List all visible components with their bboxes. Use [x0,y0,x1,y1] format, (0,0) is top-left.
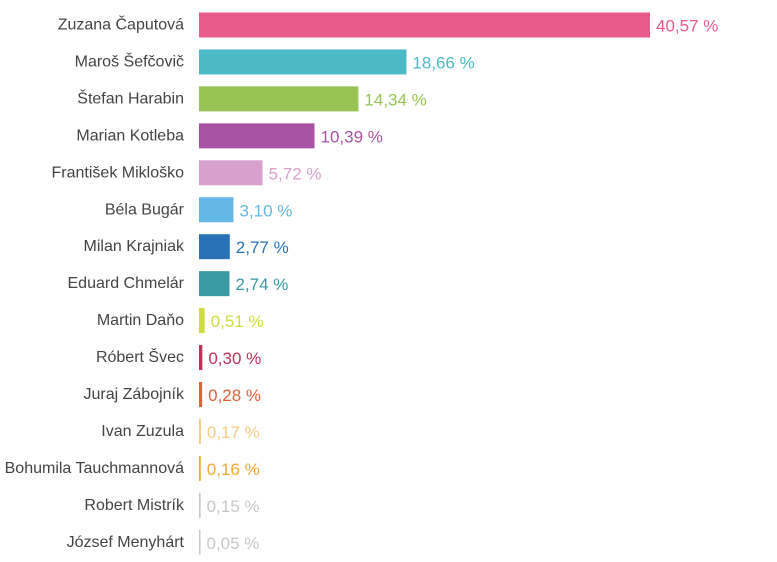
value-label-bela-bugar: 3,10 % [239,201,292,220]
value-label-martin-dano: 0,51 % [211,312,264,331]
value-label-marian-kotleba: 10,39 % [321,127,383,146]
bar-frantisek-miklosko [199,160,263,186]
bar-marian-kotleba [199,123,315,149]
bar-bela-bugar [199,197,234,223]
value-label-bohumila-tauchmannova: 0,16 % [207,460,260,479]
value-label-zuzana-caputova: 40,57 % [656,17,718,36]
category-labels: Zuzana Čaputová Maroš Šefčovič Štefan Hara… [5,15,185,551]
category-label-bela-bugar: Béla Bugár [105,201,185,218]
category-label-frantisek-miklosko: František Mikloško [52,164,185,181]
category-label-martin-dano: Martin Daňo [97,312,184,329]
category-label-juraj-zabojnik: Juraj Zábojník [84,386,185,403]
category-label-jozsef-menyhart: József Menyhárt [67,534,185,551]
value-label-robert-svec: 0,30 % [208,349,261,368]
value-label-juraj-zabojnik: 0,28 % [208,386,261,405]
bar-robert-mistrik [199,492,201,518]
bars [199,12,650,555]
bar-robert-svec [199,345,203,371]
category-label-maros-sefcovic: Maroš Šefčovič [75,51,184,70]
category-label-marian-kotleba: Marian Kotleba [76,127,184,144]
value-label-jozsef-menyhart: 0,05 % [207,534,260,553]
bar-maros-sefcovic [199,49,407,75]
value-label-frantisek-miklosko: 5,72 % [269,164,322,183]
bar-martin-dano [199,308,205,334]
bar-milan-krajniak [199,234,230,260]
bar-zuzana-caputova [199,12,650,38]
value-label-milan-krajniak: 2,77 % [236,238,289,257]
category-label-ivan-zuzula: Ivan Zuzula [101,423,184,440]
bar-eduard-chmelar [199,271,230,297]
category-label-stefan-harabin: Štefan Harabin [77,88,184,107]
category-label-zuzana-caputova: Zuzana Čaputová [58,15,184,34]
category-label-robert-mistrik: Robert Mistrík [84,497,185,514]
bar-jozsef-menyhart [199,529,201,555]
category-label-bohumila-tauchmannova: Bohumila Tauchmannová [5,460,184,477]
value-labels: 40,57 % 18,66 % 14,34 % 10,39 % 5,72 % 3,10 %… [207,17,719,553]
category-label-milan-krajniak: Milan Krajniak [84,238,185,255]
value-label-stefan-harabin: 14,34 % [364,90,426,109]
bar-juraj-zabojnik [199,382,203,407]
value-label-ivan-zuzula: 0,17 % [207,423,260,442]
value-label-eduard-chmelar: 2,74 % [235,275,288,294]
value-label-robert-mistrik: 0,15 % [207,497,260,516]
category-label-eduard-chmelar: Eduard Chmelár [68,275,185,292]
bar-ivan-zuzula [199,418,201,444]
bar-bohumila-tauchmannova [199,455,201,481]
bar-stefan-harabin [199,86,359,112]
value-label-maros-sefcovic: 18,66 % [412,53,474,72]
category-label-robert-svec: Róbert Švec [96,347,184,366]
